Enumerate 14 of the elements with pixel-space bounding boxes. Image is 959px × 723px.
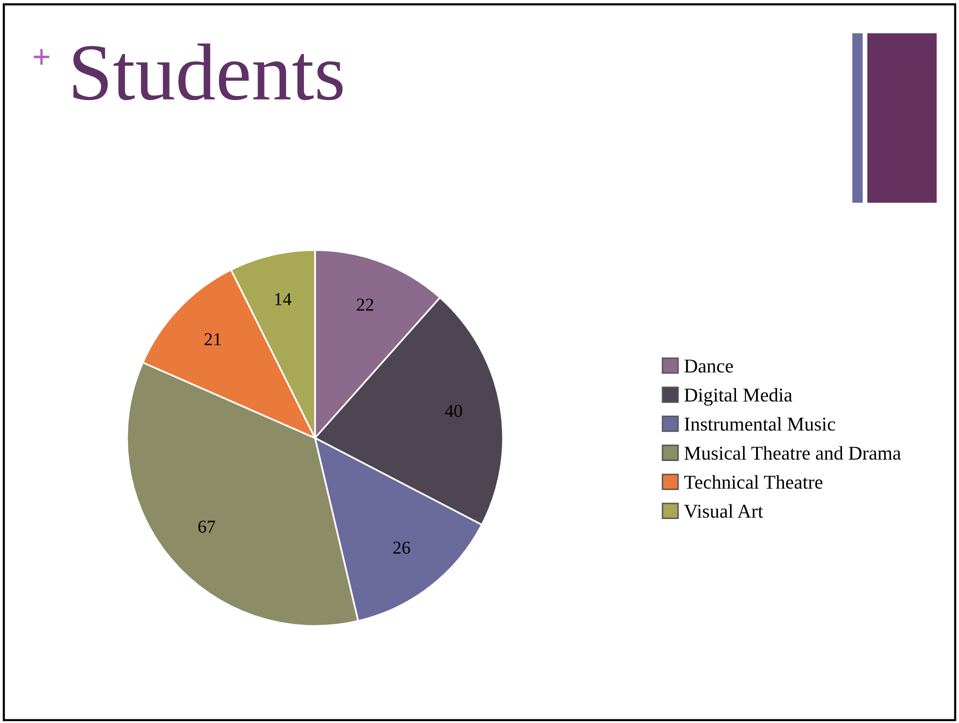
data-label: 21 — [204, 333, 221, 346]
legend-label: Dance — [684, 360, 733, 373]
data-label: 67 — [198, 520, 216, 533]
legend-label: Musical Theatre and Drama — [684, 446, 901, 460]
data-label: 14 — [275, 293, 292, 306]
legend-label: Digital Media — [684, 388, 792, 406]
data-label: 40 — [445, 404, 462, 418]
legend-label: Instrumental Music — [684, 417, 836, 431]
legend-label: Technical Theatre — [684, 475, 822, 489]
legend-label: Visual Art — [684, 504, 764, 518]
data-label: 22 — [356, 298, 374, 311]
data-label: 26 — [393, 542, 410, 554]
chart-title: Students — [73, 43, 343, 100]
text: + — [34, 49, 50, 65]
